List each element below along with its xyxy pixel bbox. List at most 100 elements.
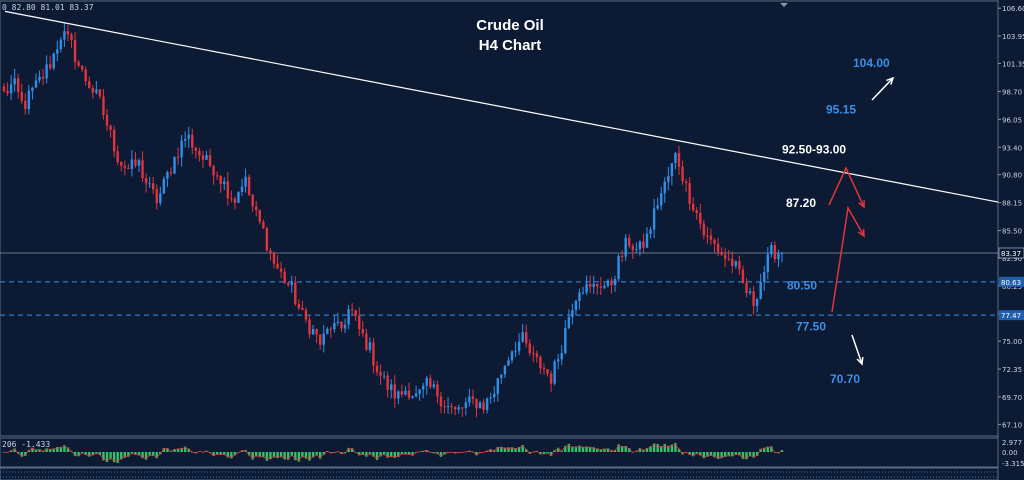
candle-body (13, 78, 16, 85)
candle-body (628, 237, 631, 246)
candle-body (137, 160, 141, 166)
candle-body (95, 89, 98, 93)
candle-body (777, 253, 780, 260)
indicator-bar (606, 448, 610, 452)
indicator-bar (642, 449, 645, 452)
indicator-bar (365, 452, 368, 457)
indicator-bar (688, 452, 691, 455)
indicator-bar (152, 452, 155, 456)
indicator-bar (500, 446, 503, 452)
indicator-bar (34, 449, 38, 452)
candle-body (585, 283, 588, 293)
candle-body (642, 241, 645, 248)
candle-body (251, 194, 254, 207)
indicator-bar (350, 448, 354, 452)
price-tick-label: 75.00 (1002, 338, 1022, 346)
candle-body (720, 251, 723, 255)
indicator-bar (31, 447, 34, 452)
indicator-bar (585, 446, 588, 452)
candle-body (212, 166, 215, 176)
candle-body (109, 125, 112, 130)
candle-body (322, 333, 325, 345)
candle-body (599, 286, 603, 288)
candle-body (716, 243, 720, 252)
projection-arrow-down-target (851, 334, 863, 365)
candle-body (123, 165, 126, 168)
indicator-bar (400, 452, 404, 455)
candle-body (500, 374, 503, 379)
indicator-bar (397, 452, 400, 457)
indicator-bar (301, 452, 304, 458)
candle-body (183, 138, 187, 141)
candle-body (766, 254, 769, 272)
candle-body (688, 183, 691, 204)
candle-body (20, 92, 23, 101)
indicator-bar (166, 448, 169, 452)
candle-body (56, 49, 59, 54)
candle-body (620, 255, 624, 257)
candle-body (148, 183, 151, 185)
indicator-signal-line (3, 444, 783, 462)
indicator-bar (109, 452, 112, 460)
candle-body (741, 269, 745, 283)
shift-marker-icon (780, 3, 788, 7)
candle-body (407, 390, 411, 398)
indicator-bar (510, 447, 514, 452)
candle-body (574, 300, 578, 311)
indicator-bar (59, 446, 63, 452)
indicator-bar (279, 452, 283, 458)
price-tick-label: 82.90 (1002, 255, 1022, 263)
candle-body (112, 129, 116, 152)
indicator-bar (581, 446, 585, 452)
candle-body (17, 78, 20, 93)
candle-body (382, 375, 386, 377)
candle-body (503, 365, 507, 375)
indicator-bar (727, 452, 730, 457)
price-annotation: 77.50 (796, 319, 826, 333)
candles-group (2, 23, 784, 418)
candle-body (517, 341, 521, 352)
candle-body (539, 357, 542, 369)
indicator-bar (574, 446, 578, 452)
projection-arrow-rejection-head (858, 199, 865, 209)
indicator-bar (667, 445, 670, 452)
projection-arrow-up-target-head (886, 76, 895, 85)
candle-body (649, 229, 652, 234)
indicator-bar (194, 452, 198, 454)
indicator-bar (244, 449, 247, 452)
candle-body (578, 292, 581, 301)
candle-body (244, 176, 247, 187)
indicator-bar (247, 452, 251, 456)
indicator-bar (546, 452, 549, 454)
candle-body (457, 407, 460, 410)
candle-body (116, 151, 119, 163)
candle-body (219, 175, 222, 185)
indicator-bar (155, 452, 158, 459)
price-tick-label: 88.15 (1002, 200, 1022, 208)
candle-body (631, 245, 634, 251)
candle-body (162, 178, 166, 194)
projection-arrow-up-target (871, 77, 894, 101)
indicator-bar (233, 452, 237, 456)
candle-body (567, 316, 571, 329)
price-tick-label: 103.95 (1002, 33, 1024, 41)
indicator-bar (91, 452, 95, 456)
candle-body (780, 252, 784, 254)
indicator-bar (489, 449, 492, 452)
candle-body (368, 342, 372, 350)
candle-body (581, 292, 585, 294)
candle-body (63, 31, 66, 40)
candle-body (755, 298, 759, 306)
indicator-bar (226, 452, 230, 458)
projection-arrow-rally (831, 205, 865, 313)
candle-body (141, 160, 144, 179)
indicator-bar (45, 448, 48, 452)
indicator-bar (539, 452, 542, 455)
support-level-tag (999, 310, 1024, 321)
candle-body (361, 329, 365, 334)
indicator-bar (748, 452, 752, 457)
candle-body (489, 397, 492, 399)
candle-body (127, 167, 130, 169)
indicator-tick-label: 2.977 (1002, 439, 1022, 447)
